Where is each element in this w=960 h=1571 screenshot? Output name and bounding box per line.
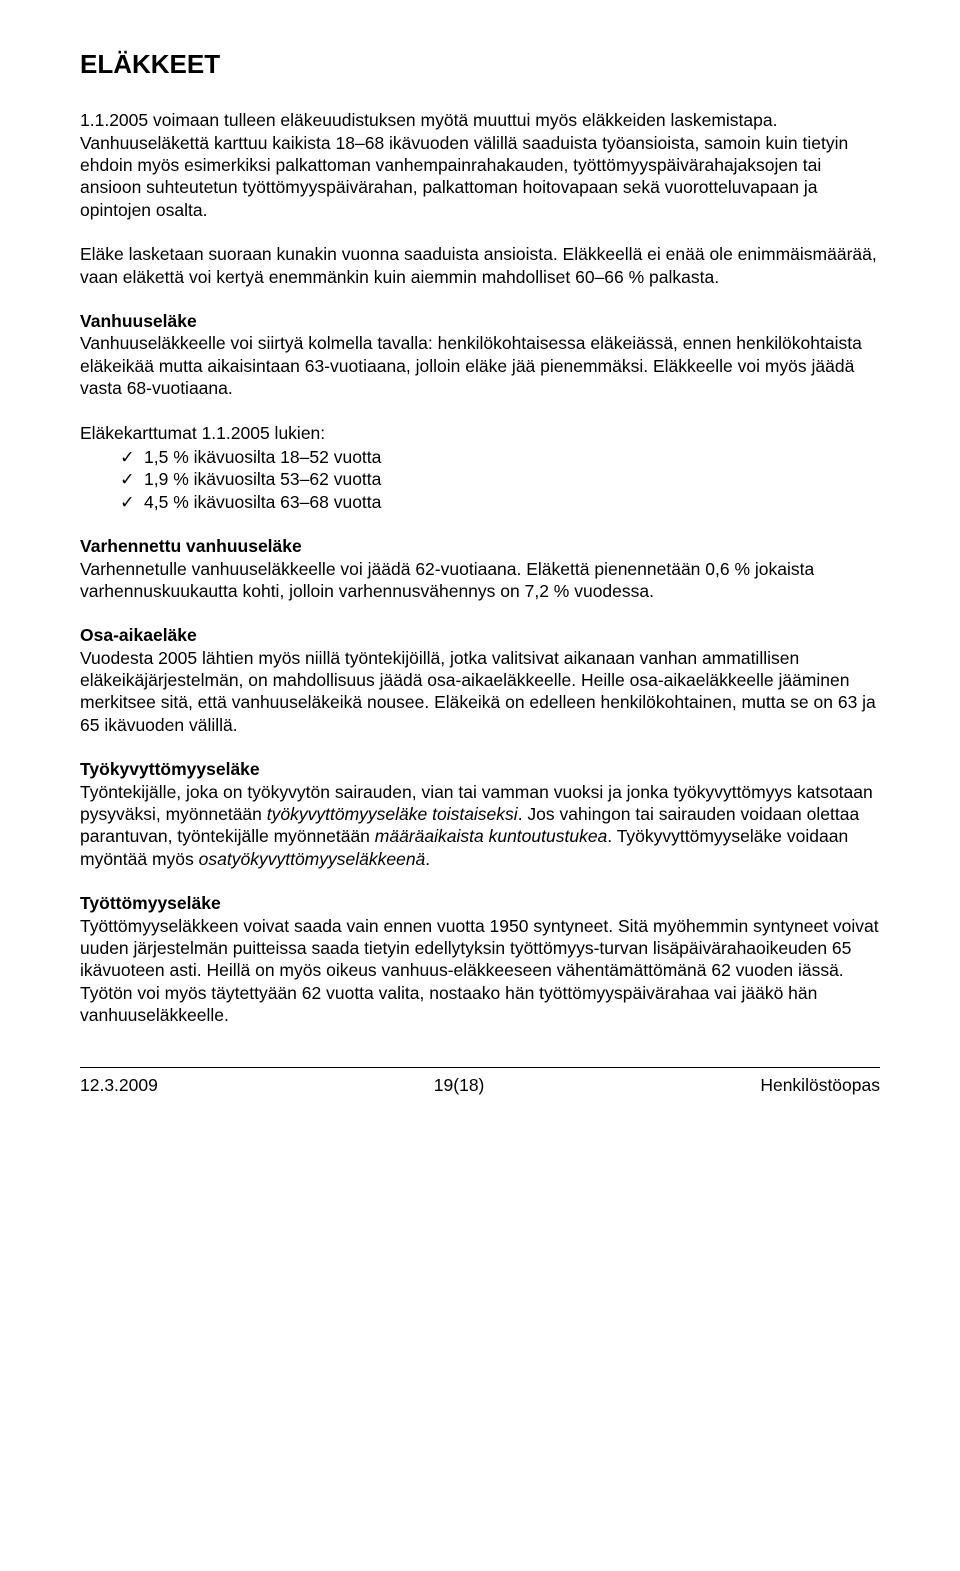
footer-divider bbox=[80, 1067, 880, 1068]
tyokyv-italic1: työkyvyttömyyseläke toistaiseksi bbox=[267, 804, 518, 824]
tyokyv-italic3: osatyökyvyttömyyseläkkeenä bbox=[199, 849, 426, 869]
list-item-label: 1,5 % ikävuosilta 18–52 vuotta bbox=[144, 446, 381, 468]
check-icon: ✓ bbox=[120, 446, 144, 468]
tyottomyys-body: Työttömyyseläkkeen voivat saada vain enn… bbox=[80, 916, 879, 1026]
tyokyv-section: Työkyvyttömyyseläke Työntekijälle, joka … bbox=[80, 758, 880, 870]
tyokyv-italic2: määräaikaista kuntoutustukea bbox=[375, 826, 608, 846]
varhennettu-body: Varhennetulle vanhuuseläkkeelle voi jääd… bbox=[80, 559, 814, 601]
list-item: ✓ 4,5 % ikävuosilta 63–68 vuotta bbox=[120, 491, 880, 513]
list-item: ✓ 1,9 % ikävuosilta 53–62 vuotta bbox=[120, 468, 880, 490]
tyokyv-text4: . bbox=[425, 849, 430, 869]
check-icon: ✓ bbox=[120, 491, 144, 513]
vanhuuselake-section: Vanhuuseläke Vanhuuseläkkeelle voi siirt… bbox=[80, 310, 880, 400]
osaaika-section: Osa-aikaeläke Vuodesta 2005 lähtien myös… bbox=[80, 624, 880, 736]
tyottomyys-heading: Työttömyyseläke bbox=[80, 892, 880, 914]
list-item-label: 1,9 % ikävuosilta 53–62 vuotta bbox=[144, 468, 381, 490]
karttumat-list: ✓ 1,5 % ikävuosilta 18–52 vuotta ✓ 1,9 %… bbox=[120, 446, 880, 513]
vanhuuselake-body: Vanhuuseläkkeelle voi siirtyä kolmella t… bbox=[80, 333, 862, 398]
tyokyv-heading: Työkyvyttömyyseläke bbox=[80, 758, 880, 780]
footer-doc-name: Henkilöstöopas bbox=[760, 1074, 880, 1096]
calculation-paragraph: Eläke lasketaan suoraan kunakin vuonna s… bbox=[80, 243, 880, 288]
check-icon: ✓ bbox=[120, 468, 144, 490]
list-item: ✓ 1,5 % ikävuosilta 18–52 vuotta bbox=[120, 446, 880, 468]
intro-paragraph: 1.1.2005 voimaan tulleen eläkeuudistukse… bbox=[80, 109, 880, 221]
osaaika-body: Vuodesta 2005 lähtien myös niillä työnte… bbox=[80, 648, 876, 735]
karttumat-intro: Eläkekarttumat 1.1.2005 lukien: bbox=[80, 422, 880, 444]
footer-date: 12.3.2009 bbox=[80, 1074, 158, 1096]
varhennettu-heading: Varhennettu vanhuuseläke bbox=[80, 535, 880, 557]
vanhuuselake-heading: Vanhuuseläke bbox=[80, 310, 880, 332]
page-title: ELÄKKEET bbox=[80, 48, 880, 81]
tyottomyys-section: Työttömyyseläke Työttömyyseläkkeen voiva… bbox=[80, 892, 880, 1026]
osaaika-heading: Osa-aikaeläke bbox=[80, 624, 880, 646]
list-item-label: 4,5 % ikävuosilta 63–68 vuotta bbox=[144, 491, 381, 513]
page-footer: 12.3.2009 19(18) Henkilöstöopas bbox=[80, 1074, 880, 1096]
varhennettu-section: Varhennettu vanhuuseläke Varhennetulle v… bbox=[80, 535, 880, 602]
footer-page-number: 19(18) bbox=[434, 1074, 485, 1096]
